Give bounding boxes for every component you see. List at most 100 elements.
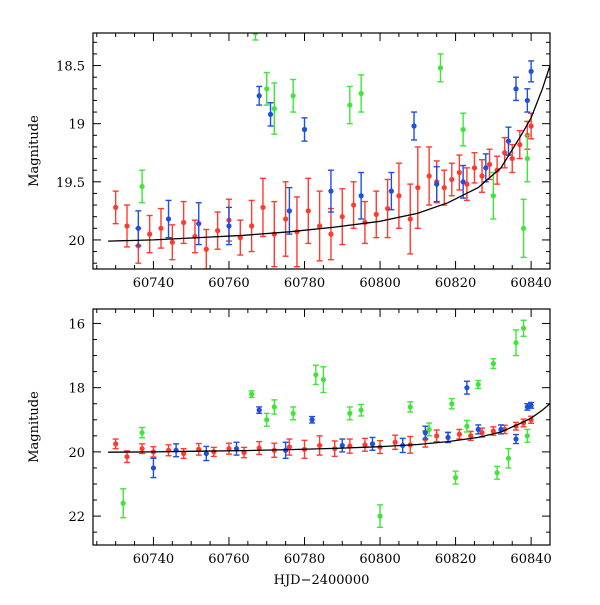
- fit-curve: [108, 65, 550, 242]
- data-point: [513, 436, 519, 442]
- y-tick-label: 19: [68, 118, 85, 133]
- data-point: [475, 381, 481, 388]
- data-point: [520, 225, 527, 231]
- data-point: [226, 223, 232, 229]
- data-point: [358, 407, 364, 413]
- data-point: [196, 221, 202, 227]
- data-point: [479, 173, 485, 179]
- y-tick-label: 20: [68, 234, 85, 249]
- data-point: [320, 377, 326, 383]
- data-point: [434, 433, 440, 439]
- data-point: [165, 216, 172, 222]
- data-point: [267, 111, 274, 117]
- data-point: [415, 185, 421, 191]
- data-point: [286, 208, 292, 214]
- x-axis-title: HJD−2400000: [274, 573, 370, 588]
- y-tick-label: 20: [68, 446, 85, 461]
- data-point: [113, 204, 119, 210]
- series-2: [120, 319, 531, 529]
- series-0: [112, 112, 535, 269]
- data-point: [426, 426, 432, 433]
- data-point: [271, 105, 277, 112]
- data-point: [203, 450, 209, 457]
- data-point: [211, 449, 217, 455]
- data-point: [328, 188, 334, 194]
- data-point: [158, 225, 164, 231]
- data-point: [249, 223, 255, 229]
- fit-curve: [108, 403, 550, 453]
- data-point: [252, 33, 259, 36]
- panel-top: 60740 60760 60780 60800 60820 60840 18.5 19 19.5…: [27, 32, 552, 291]
- data-point: [490, 360, 496, 367]
- axis-ticks: [93, 309, 551, 545]
- data-point: [264, 417, 270, 423]
- data-point: [452, 474, 459, 481]
- data-point: [237, 235, 243, 241]
- data-point: [113, 441, 119, 447]
- data-point: [286, 444, 292, 450]
- x-tick-label: 60760: [208, 276, 249, 291]
- data-point: [505, 455, 512, 461]
- data-point: [215, 228, 221, 234]
- data-point: [490, 428, 496, 434]
- data-point: [460, 179, 466, 185]
- data-point: [169, 239, 175, 245]
- data-point: [524, 97, 530, 104]
- data-point: [449, 176, 455, 183]
- data-point: [505, 138, 512, 144]
- data-point: [347, 410, 353, 416]
- data-point: [358, 193, 364, 199]
- x-tick-label: 60780: [284, 276, 325, 291]
- data-point: [203, 246, 209, 252]
- y-tick-label: 22: [68, 510, 85, 525]
- data-point: [373, 211, 379, 217]
- data-point: [283, 216, 289, 222]
- data-point: [407, 404, 413, 410]
- data-point: [441, 185, 447, 191]
- x-tick-label: 60740: [133, 552, 174, 567]
- y-tick-label: 18.5: [56, 60, 85, 75]
- data-point: [471, 165, 478, 171]
- y-axis-title: Magnitude: [27, 115, 42, 187]
- data-point: [339, 214, 345, 220]
- data-point: [490, 193, 496, 199]
- data-point: [494, 470, 500, 476]
- data-point: [486, 161, 493, 167]
- y-axis-title: Magnitude: [27, 391, 42, 463]
- x-tick-label: 60780: [284, 552, 325, 567]
- plot-frame: [92, 32, 551, 270]
- data-point: [437, 65, 444, 71]
- data-point: [256, 445, 262, 451]
- x-tick-label: 60840: [510, 552, 551, 567]
- data-point: [528, 68, 534, 74]
- data-point: [396, 193, 402, 199]
- data-point: [147, 231, 153, 237]
- data-point: [445, 434, 451, 441]
- x-tick-label: 60760: [208, 552, 249, 567]
- data-point: [449, 401, 455, 407]
- data-point: [139, 446, 145, 452]
- data-point: [181, 219, 187, 226]
- plot-area: [108, 319, 550, 529]
- data-point: [528, 123, 534, 129]
- data-point: [407, 216, 413, 222]
- plot-area: [108, 33, 550, 269]
- data-point: [513, 86, 519, 92]
- data-point: [362, 442, 368, 448]
- data-point: [464, 423, 470, 429]
- x-tick-label: 60840: [510, 276, 551, 291]
- series-1: [135, 60, 535, 247]
- data-point: [513, 340, 519, 346]
- data-point: [309, 417, 315, 423]
- data-point: [411, 123, 417, 129]
- series-1: [150, 380, 535, 479]
- data-point: [328, 231, 334, 237]
- data-point: [339, 442, 345, 449]
- data-point: [475, 426, 481, 433]
- data-point: [313, 372, 319, 378]
- x-tick-label: 60800: [359, 276, 400, 291]
- data-point: [524, 433, 530, 439]
- data-point: [317, 223, 323, 229]
